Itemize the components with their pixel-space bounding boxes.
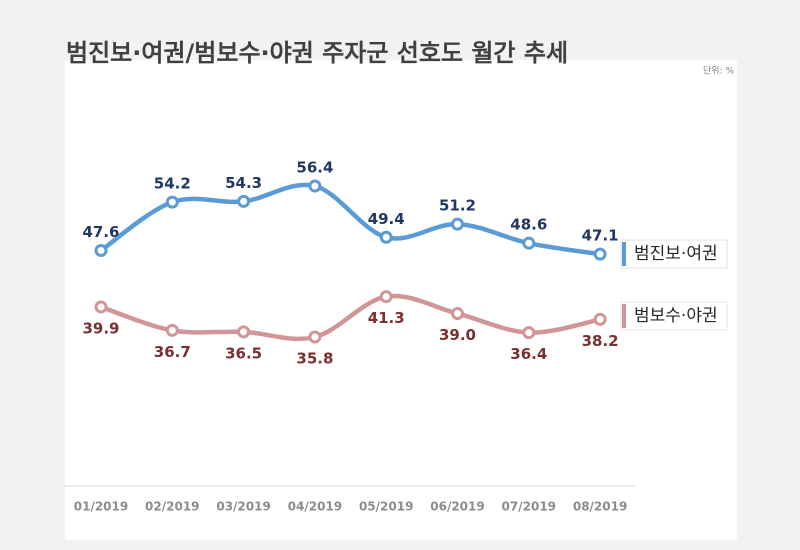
data-label: 38.2: [582, 332, 619, 350]
legend-label: 범보수·야권: [634, 306, 718, 326]
point-marker: [593, 247, 607, 261]
data-label: 48.6: [510, 216, 547, 234]
x-tick-label: 08/2019: [573, 500, 627, 514]
series-line: [100, 293, 601, 342]
x-tick-label: 06/2019: [430, 500, 484, 514]
legend-swatch: [622, 304, 626, 328]
data-label: 54.3: [225, 174, 262, 192]
x-tick-label: 03/2019: [216, 500, 270, 514]
data-label: 51.2: [439, 197, 476, 215]
data-label: 47.6: [82, 223, 119, 241]
x-tick-label: 05/2019: [359, 500, 413, 514]
legend-box: [620, 301, 728, 331]
point-marker: [94, 300, 108, 314]
point-marker: [237, 325, 251, 339]
data-label: 39.0: [439, 326, 476, 344]
data-label: 41.3: [368, 309, 405, 327]
x-tick-label: 01/2019: [74, 500, 128, 514]
legend-swatch: [622, 242, 626, 266]
point-marker: [165, 195, 179, 209]
data-label: 47.1: [582, 227, 619, 245]
x-tick-label: 04/2019: [288, 500, 342, 514]
point-marker: [379, 290, 393, 304]
data-label: 35.8: [296, 350, 333, 368]
data-label: 36.4: [510, 345, 547, 363]
data-label: 56.4: [296, 159, 333, 177]
data-label: 54.2: [154, 175, 191, 193]
data-label: 49.4: [368, 210, 405, 228]
unit-note: 단위: %: [703, 66, 734, 77]
point-marker: [451, 307, 464, 321]
point-marker: [94, 244, 108, 258]
legend-box: [620, 239, 728, 269]
point-marker: [379, 230, 393, 244]
point-marker: [593, 312, 607, 326]
point-marker: [308, 179, 322, 193]
plot-background: [65, 60, 737, 540]
data-label: 36.7: [154, 343, 191, 361]
point-marker: [237, 194, 251, 208]
chart-title: 범진보·여권/범보수·야권 주자군 선호도 월간 추세: [66, 39, 568, 67]
x-tick-label: 02/2019: [145, 500, 199, 514]
data-label: 39.9: [82, 319, 119, 337]
point-marker: [451, 217, 464, 231]
legend-label: 범진보·여권: [634, 244, 718, 264]
x-tick-label: 07/2019: [502, 500, 556, 514]
point-marker: [522, 326, 536, 340]
point-marker: [522, 236, 536, 250]
point-marker: [308, 330, 322, 344]
data-label: 36.5: [225, 344, 262, 362]
point-marker: [165, 323, 179, 337]
